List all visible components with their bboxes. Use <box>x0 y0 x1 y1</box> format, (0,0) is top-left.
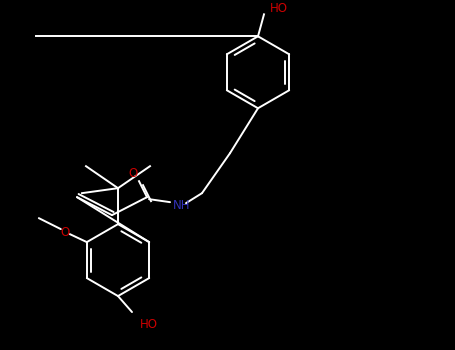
Text: O: O <box>128 167 137 180</box>
Text: NH: NH <box>173 199 191 212</box>
Text: HO: HO <box>140 318 158 331</box>
Text: O: O <box>60 226 70 239</box>
Text: HO: HO <box>270 2 288 15</box>
